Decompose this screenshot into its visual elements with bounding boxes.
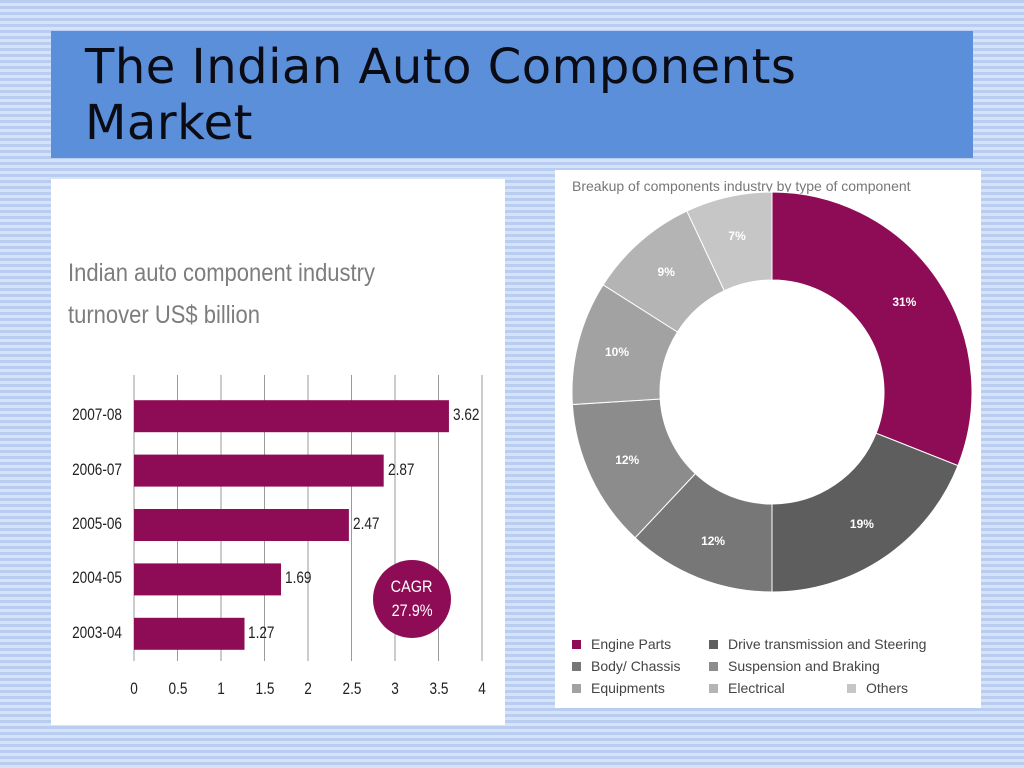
bar (134, 454, 384, 487)
donut-chart-title: Breakup of components industry by type o… (572, 178, 911, 194)
bar-value-label: 3.62 (452, 405, 480, 425)
legend-swatch (572, 661, 581, 671)
x-tick-label: 1.5 (255, 679, 274, 698)
legend-swatch (847, 683, 856, 693)
legend-label: Suspension and Braking (728, 658, 880, 674)
donut-slice-label: 10% (605, 345, 630, 360)
x-tick-label: 4 (478, 679, 486, 698)
cagr-value: 27.9% (391, 601, 433, 620)
legend-swatch (709, 661, 718, 671)
bar (134, 400, 449, 433)
legend-swatch (709, 639, 718, 649)
x-tick-label: 2.5 (342, 679, 361, 698)
y-category-label: 2005-06 (72, 514, 122, 533)
slide-title-bar: The Indian Auto Components Market (51, 31, 973, 158)
x-tick-label: 3 (391, 679, 399, 698)
legend-item: Electrical (709, 680, 785, 696)
x-tick-label: 2 (304, 679, 312, 698)
legend-item: Drive transmission and Steering (709, 636, 926, 652)
bar (134, 509, 349, 541)
y-category-label: 2007-08 (72, 405, 122, 425)
bar-value-label: 1.27 (248, 622, 275, 642)
x-tick-label: 3.5 (429, 679, 448, 698)
bar-value-label: 2.87 (387, 459, 415, 479)
legend-label: Others (866, 680, 909, 696)
legend-item: Suspension and Braking (709, 658, 880, 674)
y-category-label: 2003-04 (72, 622, 122, 642)
donut-chart (571, 191, 973, 593)
donut-slice-label: 12% (615, 453, 640, 468)
x-tick-label: 0 (130, 679, 138, 698)
legend-label: Engine Parts (591, 636, 672, 652)
bar-value-label: 2.47 (352, 514, 380, 533)
cagr-badge: CAGR 27.9% (373, 560, 451, 638)
legend-label: Equipments (591, 680, 665, 696)
bar-value-label: 1.69 (285, 568, 312, 588)
legend-item: Engine Parts (572, 636, 671, 652)
donut-slice (686, 191, 773, 292)
x-tick-label: 0.5 (168, 679, 187, 698)
legend-swatch (572, 639, 581, 649)
donut-chart-panel: Breakup of components industry by type o… (555, 170, 981, 708)
bar-chart-title-line-2: turnover US$ billion (68, 301, 260, 329)
donut-slice-label: 7% (728, 228, 746, 243)
donut-slice-label: 9% (657, 264, 675, 279)
y-category-label: 2006-07 (72, 459, 122, 479)
legend-item: Equipments (572, 680, 665, 696)
bar (134, 563, 282, 596)
legend-label: Body/ Chassis (591, 658, 681, 674)
legend-label: Electrical (728, 680, 785, 696)
legend-item: Body/ Chassis (572, 658, 680, 674)
donut-slice-label: 31% (892, 295, 917, 310)
legend-swatch (709, 683, 718, 693)
y-category-label: 2004-05 (72, 568, 122, 588)
legend-swatch (572, 683, 581, 693)
bar-chart-title-line-1: Indian auto component industry (68, 259, 375, 287)
donut-slice (771, 191, 973, 467)
slide-title: The Indian Auto Components Market (85, 38, 797, 151)
legend-item: Others (847, 680, 908, 696)
legend-label: Drive transmission and Steering (728, 636, 927, 652)
donut-slice-label: 19% (849, 517, 874, 532)
cagr-label: CAGR (391, 577, 433, 596)
bar (134, 617, 245, 650)
donut-slice-label: 12% (701, 533, 726, 548)
bar-chart-panel: Indian auto component industry turnover … (51, 179, 505, 725)
donut-slice (771, 432, 959, 593)
bar-chart-title: Indian auto component industry turnover … (68, 252, 385, 336)
bar-chart (133, 375, 483, 661)
x-tick-label: 1 (217, 679, 225, 698)
